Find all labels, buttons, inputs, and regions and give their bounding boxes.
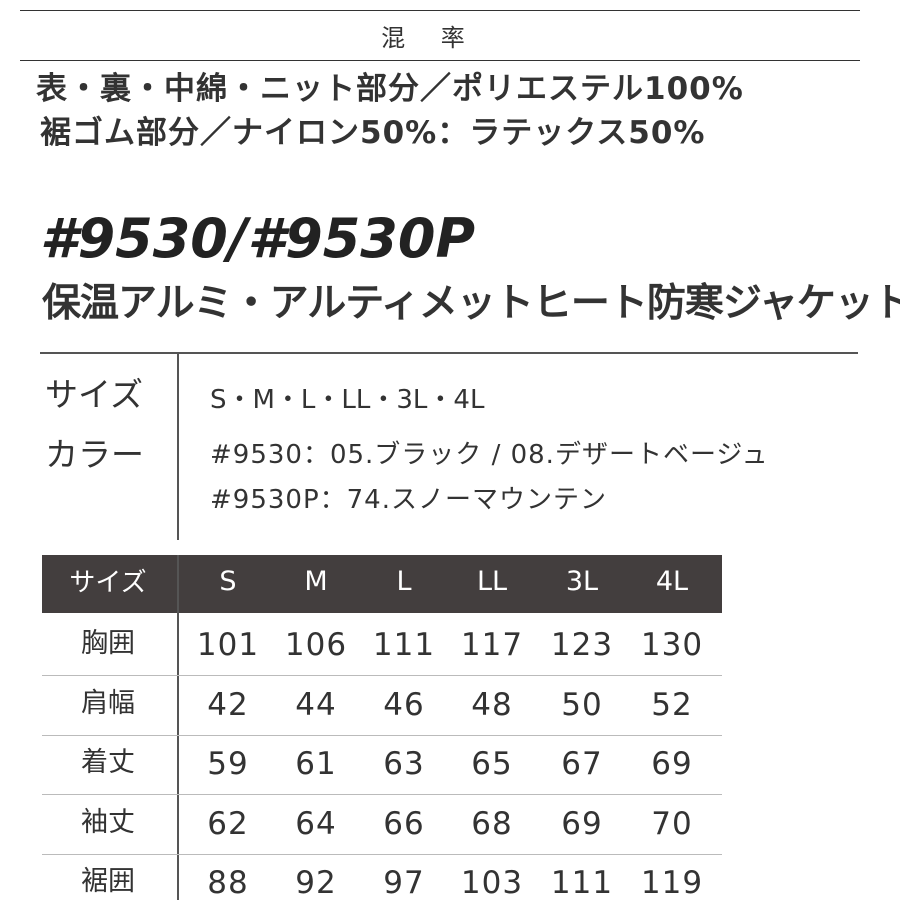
table-header-cell: LL: [476, 566, 508, 597]
material-line: 裾ゴム部分／ナイロン50%：ラテックス50%: [40, 115, 706, 151]
divider: [177, 352, 179, 540]
table-cell: 68: [471, 805, 513, 842]
table-cell: 97: [383, 865, 425, 900]
table-divider: [177, 555, 179, 900]
table-cell: 111: [372, 627, 436, 663]
table-header-cell: L: [396, 566, 412, 597]
table-header-cell: S: [219, 566, 237, 597]
table-cell: 106: [284, 627, 348, 663]
table-cell: 67: [561, 746, 603, 782]
row-label: 胸囲: [81, 628, 135, 659]
table-cell: 123: [550, 627, 614, 663]
row-separator: [42, 853, 722, 855]
table-cell: 69: [651, 746, 693, 782]
product-code: #9530/#9530P: [40, 207, 476, 270]
table-cell: 44: [295, 686, 337, 723]
table-cell: 111: [550, 865, 614, 900]
material-header: 混 率: [381, 24, 479, 52]
table-cell: 88: [207, 865, 249, 900]
table-header-cell: 4L: [655, 566, 689, 597]
table-cell: 61: [295, 746, 337, 782]
product-name: 保温アルミ・アルティメットヒート防寒ジャケット: [42, 281, 900, 326]
table-cell: 103: [460, 865, 524, 900]
table-cell: 42: [207, 686, 249, 723]
table-cell: 119: [640, 865, 704, 900]
spec-label: カラー: [45, 435, 144, 474]
table-cell: 66: [383, 805, 425, 842]
table-cell: 50: [561, 686, 603, 723]
table-cell: 52: [651, 686, 693, 723]
table-cell: 62: [207, 805, 249, 842]
row-label: 肩幅: [81, 687, 135, 719]
rule: [20, 60, 860, 61]
spec-value: #9530P：74.スノーマウンテン: [210, 485, 607, 515]
table-cell: 65: [471, 746, 513, 782]
table-cell: 70: [651, 805, 693, 842]
spec-value: S・M・L・LL・3L・4L: [210, 385, 485, 415]
table-cell: 63: [383, 746, 425, 782]
table-cell: 69: [561, 805, 603, 842]
rule: [20, 10, 860, 11]
rule: [40, 352, 858, 354]
table-header-cell: サイズ: [69, 568, 147, 598]
material-line: 表・裏・中綿・ニット部分／ポリエステル100%: [36, 71, 744, 107]
table-cell: 48: [471, 686, 513, 723]
table-cell: 59: [207, 746, 249, 782]
row-separator: [42, 794, 722, 795]
table-cell: 117: [460, 627, 524, 663]
table-cell: 130: [640, 627, 704, 663]
row-label: 裾囲: [81, 866, 135, 897]
table-cell: 64: [295, 805, 337, 842]
table-header-band: [42, 555, 722, 613]
table-cell: 92: [295, 865, 337, 900]
row-separator: [42, 675, 722, 676]
spec-label: サイズ: [45, 375, 144, 414]
row-separator: [42, 734, 722, 736]
table-header-cell: 3L: [565, 566, 599, 597]
row-label: 着丈: [81, 747, 135, 778]
table-cell: 46: [383, 686, 425, 723]
spec-value: #9530：05.ブラック / 08.デザートベージュ: [210, 440, 769, 470]
table-cell: 101: [196, 627, 260, 663]
table-header-cell: M: [304, 566, 328, 597]
row-label: 袖丈: [81, 806, 135, 838]
